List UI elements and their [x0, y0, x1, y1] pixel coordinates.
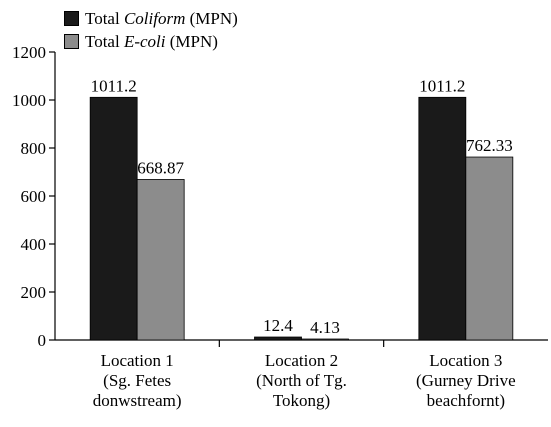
y-tick-label: 1000 — [12, 91, 46, 110]
y-tick-label: 600 — [21, 187, 47, 206]
bar — [89, 96, 138, 341]
y-tick-label: 0 — [38, 331, 47, 350]
legend-label-coliform: Total Coliform (MPN) — [85, 8, 238, 28]
bar — [254, 336, 302, 341]
bar — [465, 156, 514, 341]
bar-value-label: 762.33 — [466, 136, 513, 155]
y-tick-label: 200 — [21, 283, 47, 302]
legend-label-ecoli: Total E-coli (MPN) — [85, 31, 218, 51]
legend-swatch-coliform — [64, 10, 79, 26]
chart-legend: Total Coliform (MPN) Total E-coli (MPN) — [64, 8, 238, 54]
bar-value-label: 1011.2 — [91, 76, 137, 95]
x-category-label: beachfornt) — [427, 391, 505, 410]
bar-value-label: 4.13 — [310, 318, 340, 337]
legend-item-ecoli: Total E-coli (MPN) — [64, 31, 238, 51]
legend-swatch-ecoli — [64, 33, 79, 49]
y-tick-label: 800 — [21, 139, 47, 158]
bar — [301, 338, 349, 341]
x-category-label: Location 1 — [101, 351, 174, 370]
bar-value-label: 1011.2 — [419, 76, 465, 95]
legend-item-coliform: Total Coliform (MPN) — [64, 8, 238, 28]
x-category-label: Tokong) — [273, 391, 330, 410]
y-tick-label: 400 — [21, 235, 47, 254]
bar-value-label: 12.4 — [263, 316, 293, 335]
y-tick-label: 1200 — [12, 43, 46, 62]
bar-value-label: 668.87 — [137, 158, 184, 177]
x-category-label: (Sg. Fetes — [103, 371, 171, 390]
x-category-label: (North of Tg. — [256, 371, 347, 390]
x-category-label: Location 2 — [265, 351, 338, 370]
x-category-label: donwstream) — [93, 391, 182, 410]
x-category-label: (Gurney Drive — [416, 371, 516, 390]
x-category-label: Location 3 — [429, 351, 502, 370]
bar — [136, 179, 185, 341]
bar — [418, 96, 467, 341]
